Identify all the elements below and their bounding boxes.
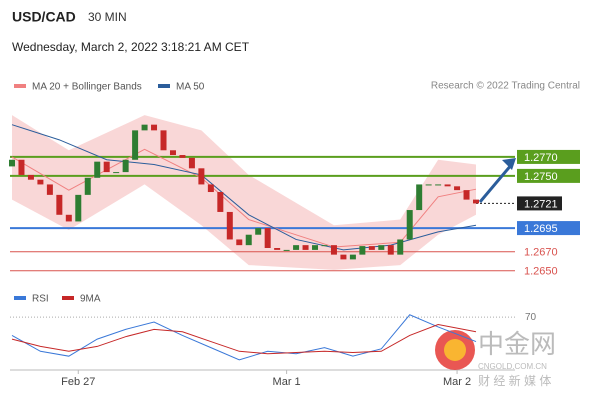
- x-tick-label: Feb 27: [61, 376, 95, 388]
- candle-body: [226, 211, 233, 240]
- symbol: USD/CAD: [12, 9, 76, 25]
- watermark-url: CNGOLD.COM.CN: [478, 362, 547, 371]
- candle-body: [169, 150, 176, 156]
- candle-body: [236, 239, 243, 246]
- ma-line: [11, 148, 477, 248]
- rsi-line: [11, 323, 477, 355]
- candle-body: [330, 245, 337, 255]
- legend-label: MA 50: [176, 82, 205, 93]
- candle-body: [46, 184, 53, 195]
- candle-body: [37, 179, 44, 185]
- level-box: [517, 168, 580, 183]
- candle-body: [274, 248, 281, 250]
- level-label: 1.2695: [524, 223, 558, 235]
- x-tick-label: Mar 1: [273, 376, 301, 388]
- timeframe: 30 MIN: [88, 10, 127, 24]
- level-box: [517, 221, 580, 236]
- candle-body: [160, 130, 167, 151]
- candle-body: [56, 194, 63, 215]
- candle-body: [397, 239, 404, 255]
- watermark-tagline: 财 经 新 媒 体: [478, 373, 551, 388]
- candle-body: [406, 210, 413, 240]
- rsi-line: [11, 314, 477, 361]
- candle-body: [188, 157, 195, 169]
- candle-body: [94, 161, 101, 178]
- candle-body: [103, 161, 110, 173]
- candle-body: [122, 159, 129, 173]
- bollinger-band: [12, 115, 476, 270]
- candle-body: [368, 246, 375, 250]
- candle-body: [340, 254, 347, 260]
- candle-body: [416, 184, 423, 211]
- date: Wednesday, March 2, 2022 3:18:21 AM CET: [12, 40, 250, 54]
- x-tick-label: Mar 2: [443, 376, 471, 388]
- candle-body: [65, 214, 72, 222]
- candle-body: [141, 124, 148, 131]
- ma-line: [11, 124, 477, 251]
- candle-body: [27, 174, 34, 180]
- candle-body: [151, 124, 158, 131]
- candle-body: [132, 130, 139, 160]
- legend-swatch: [158, 84, 170, 88]
- candle-body: [349, 254, 356, 260]
- candle-body: [207, 184, 214, 193]
- candle-body: [18, 159, 25, 175]
- candle-body: [113, 172, 120, 174]
- candle-body: [312, 245, 319, 250]
- level-box: [517, 149, 580, 164]
- candle-body: [245, 234, 252, 246]
- level-label: 1.2721: [524, 198, 558, 210]
- candle-body: [302, 245, 309, 250]
- candle-body: [444, 184, 451, 187]
- candle-body: [75, 194, 82, 222]
- arrow-head: [502, 158, 516, 170]
- level-label: 1.2750: [524, 171, 558, 183]
- candle-body: [473, 199, 479, 204]
- candle-body: [378, 245, 385, 250]
- credit: Research © 2022 Trading Central: [431, 81, 580, 92]
- candle-body: [264, 228, 271, 248]
- price-panel: 1.2770 1.2750 1.2721 1.2695 1.2670 1.2650 MA 2…: [9, 82, 580, 278]
- candle-body: [435, 184, 442, 186]
- candle-body: [321, 245, 328, 247]
- level-box: [517, 196, 562, 211]
- candle-body: [179, 155, 186, 158]
- y-tick-label: 70: [525, 312, 537, 323]
- candle-body: [9, 159, 15, 167]
- level-label: 1.2770: [524, 152, 558, 164]
- legend-label: MA 20 + Bollinger Bands: [32, 82, 142, 93]
- level-label: 1.2670: [524, 247, 558, 259]
- candle-body: [283, 249, 290, 251]
- candle-body: [463, 190, 470, 200]
- candle-body: [359, 246, 366, 255]
- watermark-name: 中金网: [478, 329, 556, 359]
- candle-body: [454, 186, 461, 191]
- candle-body: [255, 228, 262, 235]
- watermark-logo-inner: [444, 339, 466, 361]
- candle-body: [198, 168, 205, 185]
- candle-body: [387, 245, 394, 255]
- level-label: 1.2650: [524, 266, 558, 278]
- candle-body: [293, 245, 300, 250]
- candle-body: [425, 184, 432, 186]
- arrow: [478, 163, 514, 203]
- candle-body: [84, 177, 91, 195]
- legend-label: 9MA: [80, 294, 101, 305]
- legend-swatch: [62, 296, 74, 300]
- legend-label: RSI: [32, 294, 49, 305]
- candle-body: [217, 192, 224, 212]
- legend-swatch: [14, 84, 26, 88]
- legend-swatch: [14, 296, 26, 300]
